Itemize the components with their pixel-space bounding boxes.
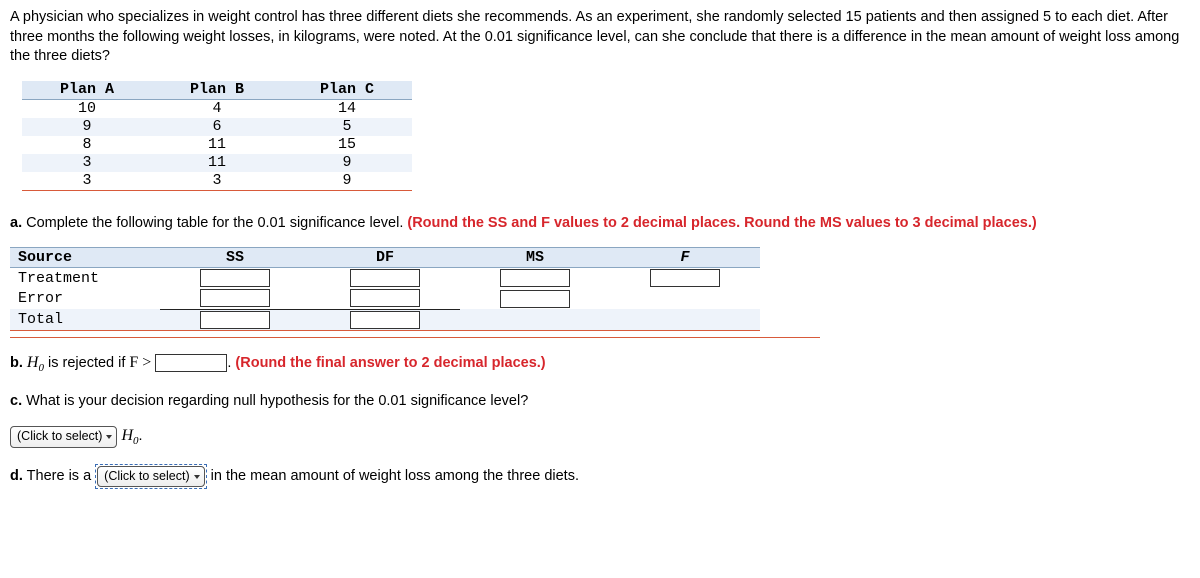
anova-row-treatment: Treatment	[10, 267, 160, 288]
cell: 10	[22, 99, 152, 118]
cell: 3	[22, 154, 152, 172]
anova-row-total: Total	[10, 309, 160, 331]
part-d-suffix: in the mean amount of weight loss among …	[207, 468, 579, 484]
cell: 15	[282, 136, 412, 154]
divider	[10, 337, 820, 338]
col-header-c: Plan C	[282, 81, 412, 100]
treatment-f-input[interactable]	[650, 269, 720, 287]
f-critical-input[interactable]	[155, 354, 227, 372]
part-b-prefix: is rejected if	[44, 355, 129, 371]
h0-symbol: H0	[27, 354, 44, 371]
cell: 3	[22, 172, 152, 191]
error-ss-input[interactable]	[200, 289, 270, 307]
total-df-input[interactable]	[350, 311, 420, 329]
part-d-prompt: d. There is a (Click to select) in the m…	[10, 464, 1190, 490]
cell: 9	[282, 172, 412, 191]
treatment-ss-input[interactable]	[200, 269, 270, 287]
col-header-a: Plan A	[22, 81, 152, 100]
part-c-label: c.	[10, 393, 22, 409]
anova-header-f: F	[610, 247, 760, 267]
question-text: A physician who specializes in weight co…	[10, 8, 1190, 67]
f-gt: F >	[129, 354, 151, 371]
total-ss-input[interactable]	[200, 311, 270, 329]
anova-header-df: DF	[310, 247, 460, 267]
anova-row-error: Error	[10, 288, 160, 309]
part-a-hint: (Round the SS and F values to 2 decimal …	[407, 215, 1036, 231]
part-a-label: a.	[10, 215, 22, 231]
cell: 14	[282, 99, 412, 118]
part-b-prompt: b. H0 is rejected if F > . (Round the fi…	[10, 352, 1190, 377]
dot: .	[139, 428, 143, 444]
part-d-label: d.	[10, 468, 23, 484]
part-b-hint: (Round the final answer to 2 decimal pla…	[235, 355, 545, 371]
col-header-b: Plan B	[152, 81, 282, 100]
cell: 9	[282, 154, 412, 172]
anova-header-ss: SS	[160, 247, 310, 267]
error-df-input[interactable]	[350, 289, 420, 307]
cell: 3	[152, 172, 282, 191]
part-d-prefix: There is a	[23, 468, 95, 484]
part-c-answer: (Click to select) H0.	[10, 425, 1190, 450]
part-c-text: What is your decision regarding null hyp…	[22, 393, 528, 409]
treatment-df-input[interactable]	[350, 269, 420, 287]
error-ms-input[interactable]	[500, 290, 570, 308]
cell: 9	[22, 118, 152, 136]
cell: 11	[152, 154, 282, 172]
anova-header-source: Source	[10, 247, 160, 267]
cell: 5	[282, 118, 412, 136]
anova-table: Source SS DF MS F Treatment Error Total	[10, 247, 760, 332]
data-table: Plan A Plan B Plan C 10 4 14 9 6 5 8 11 …	[22, 81, 412, 191]
h0-symbol-2: H0	[121, 427, 138, 444]
cell: 6	[152, 118, 282, 136]
anova-header-ms: MS	[460, 247, 610, 267]
conclusion-select[interactable]: (Click to select)	[97, 466, 204, 488]
part-b-label: b.	[10, 355, 23, 371]
cell: 11	[152, 136, 282, 154]
part-a-prompt: a. Complete the following table for the …	[10, 213, 1190, 233]
part-a-text: Complete the following table for the 0.0…	[22, 215, 407, 231]
decision-select[interactable]: (Click to select)	[10, 426, 117, 448]
treatment-ms-input[interactable]	[500, 269, 570, 287]
part-c-prompt: c. What is your decision regarding null …	[10, 391, 1190, 411]
cell: 8	[22, 136, 152, 154]
cell: 4	[152, 99, 282, 118]
